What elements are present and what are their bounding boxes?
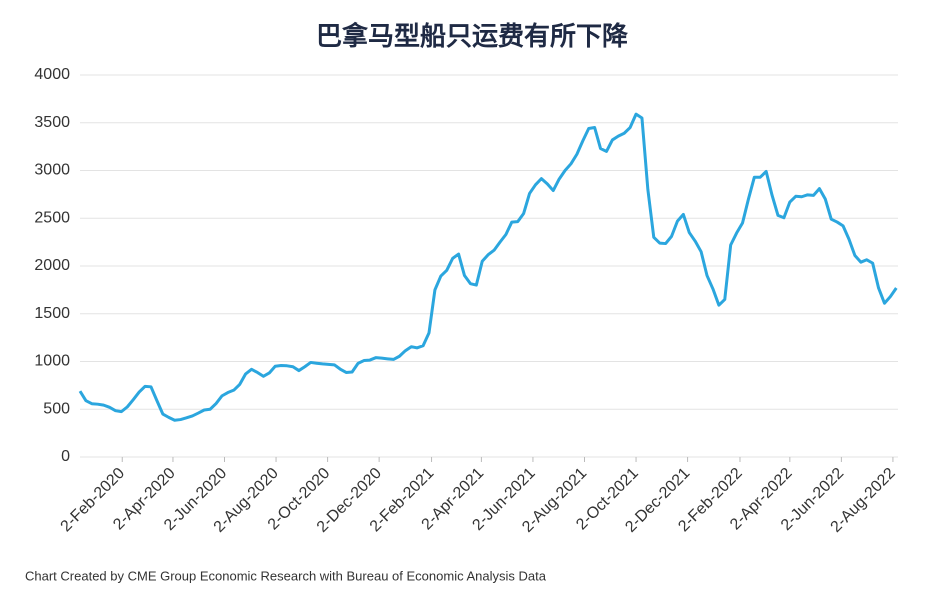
y-tick-label: 2500 [34,209,70,226]
line [78,112,898,422]
y-tick-label: 4000 [34,66,70,83]
source-note: Chart Created by CME Group Economic Rese… [25,568,547,583]
y-tick-label: 3500 [34,114,70,131]
y-tick-label: 1500 [34,305,70,322]
y-tick-label: 500 [43,400,70,417]
y-tick-label: 3000 [34,162,70,179]
chart-title: 巴拿马型船只运费有所下降 [316,21,629,51]
y-tick-label: 0 [61,448,70,465]
y-tick-label: 1000 [34,353,70,370]
y-tick-label: 2000 [34,257,70,274]
